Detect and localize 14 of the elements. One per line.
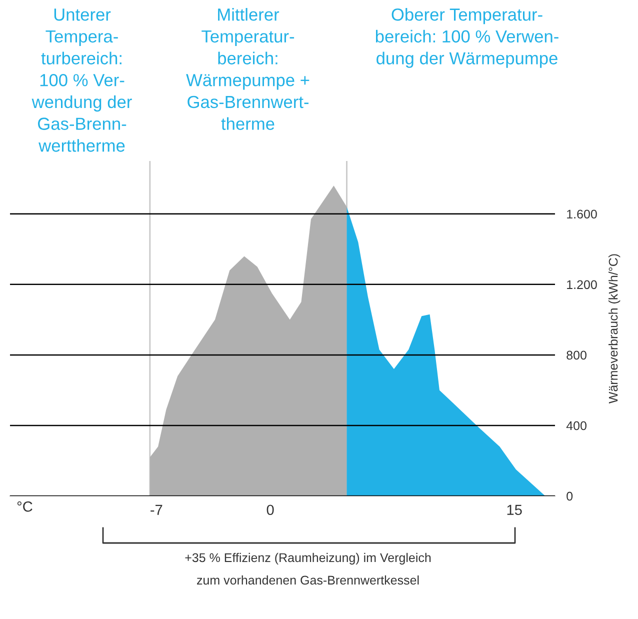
text: +35 % Effizienz (Raumheizung) im Vergleich zum vorhandenen Gas-Brennwertkessel xyxy=(185,552,431,585)
text: Oberer Temperatur- bereich: 100 % Verwen- dung der Wärmepumpe xyxy=(376,8,558,68)
x-tick-label: -7 xyxy=(150,504,162,515)
text: Unterer Tempera- turbereich: 100 % Ver- wendung der Gas-Brenn- werttherme xyxy=(32,8,132,152)
y-tick-label: 800 xyxy=(566,350,586,360)
y-tick-label: 1.200 xyxy=(567,280,597,290)
x-axis-title: °C xyxy=(17,501,32,512)
y-tick-label: 400 xyxy=(566,421,586,430)
y-tick-label: 1.600 xyxy=(567,210,597,219)
x-tick-label: 0 xyxy=(266,504,274,516)
y-axis-title: Wärmeverbrauch (kWh/°C) xyxy=(608,254,620,404)
text: Mittlerer Temperatur- bereich: Wärmepumpe + Gas-Brennwert- therme xyxy=(186,8,310,130)
x-tick-label: 15 xyxy=(507,504,522,516)
y-tick-label: 0 xyxy=(566,492,573,501)
